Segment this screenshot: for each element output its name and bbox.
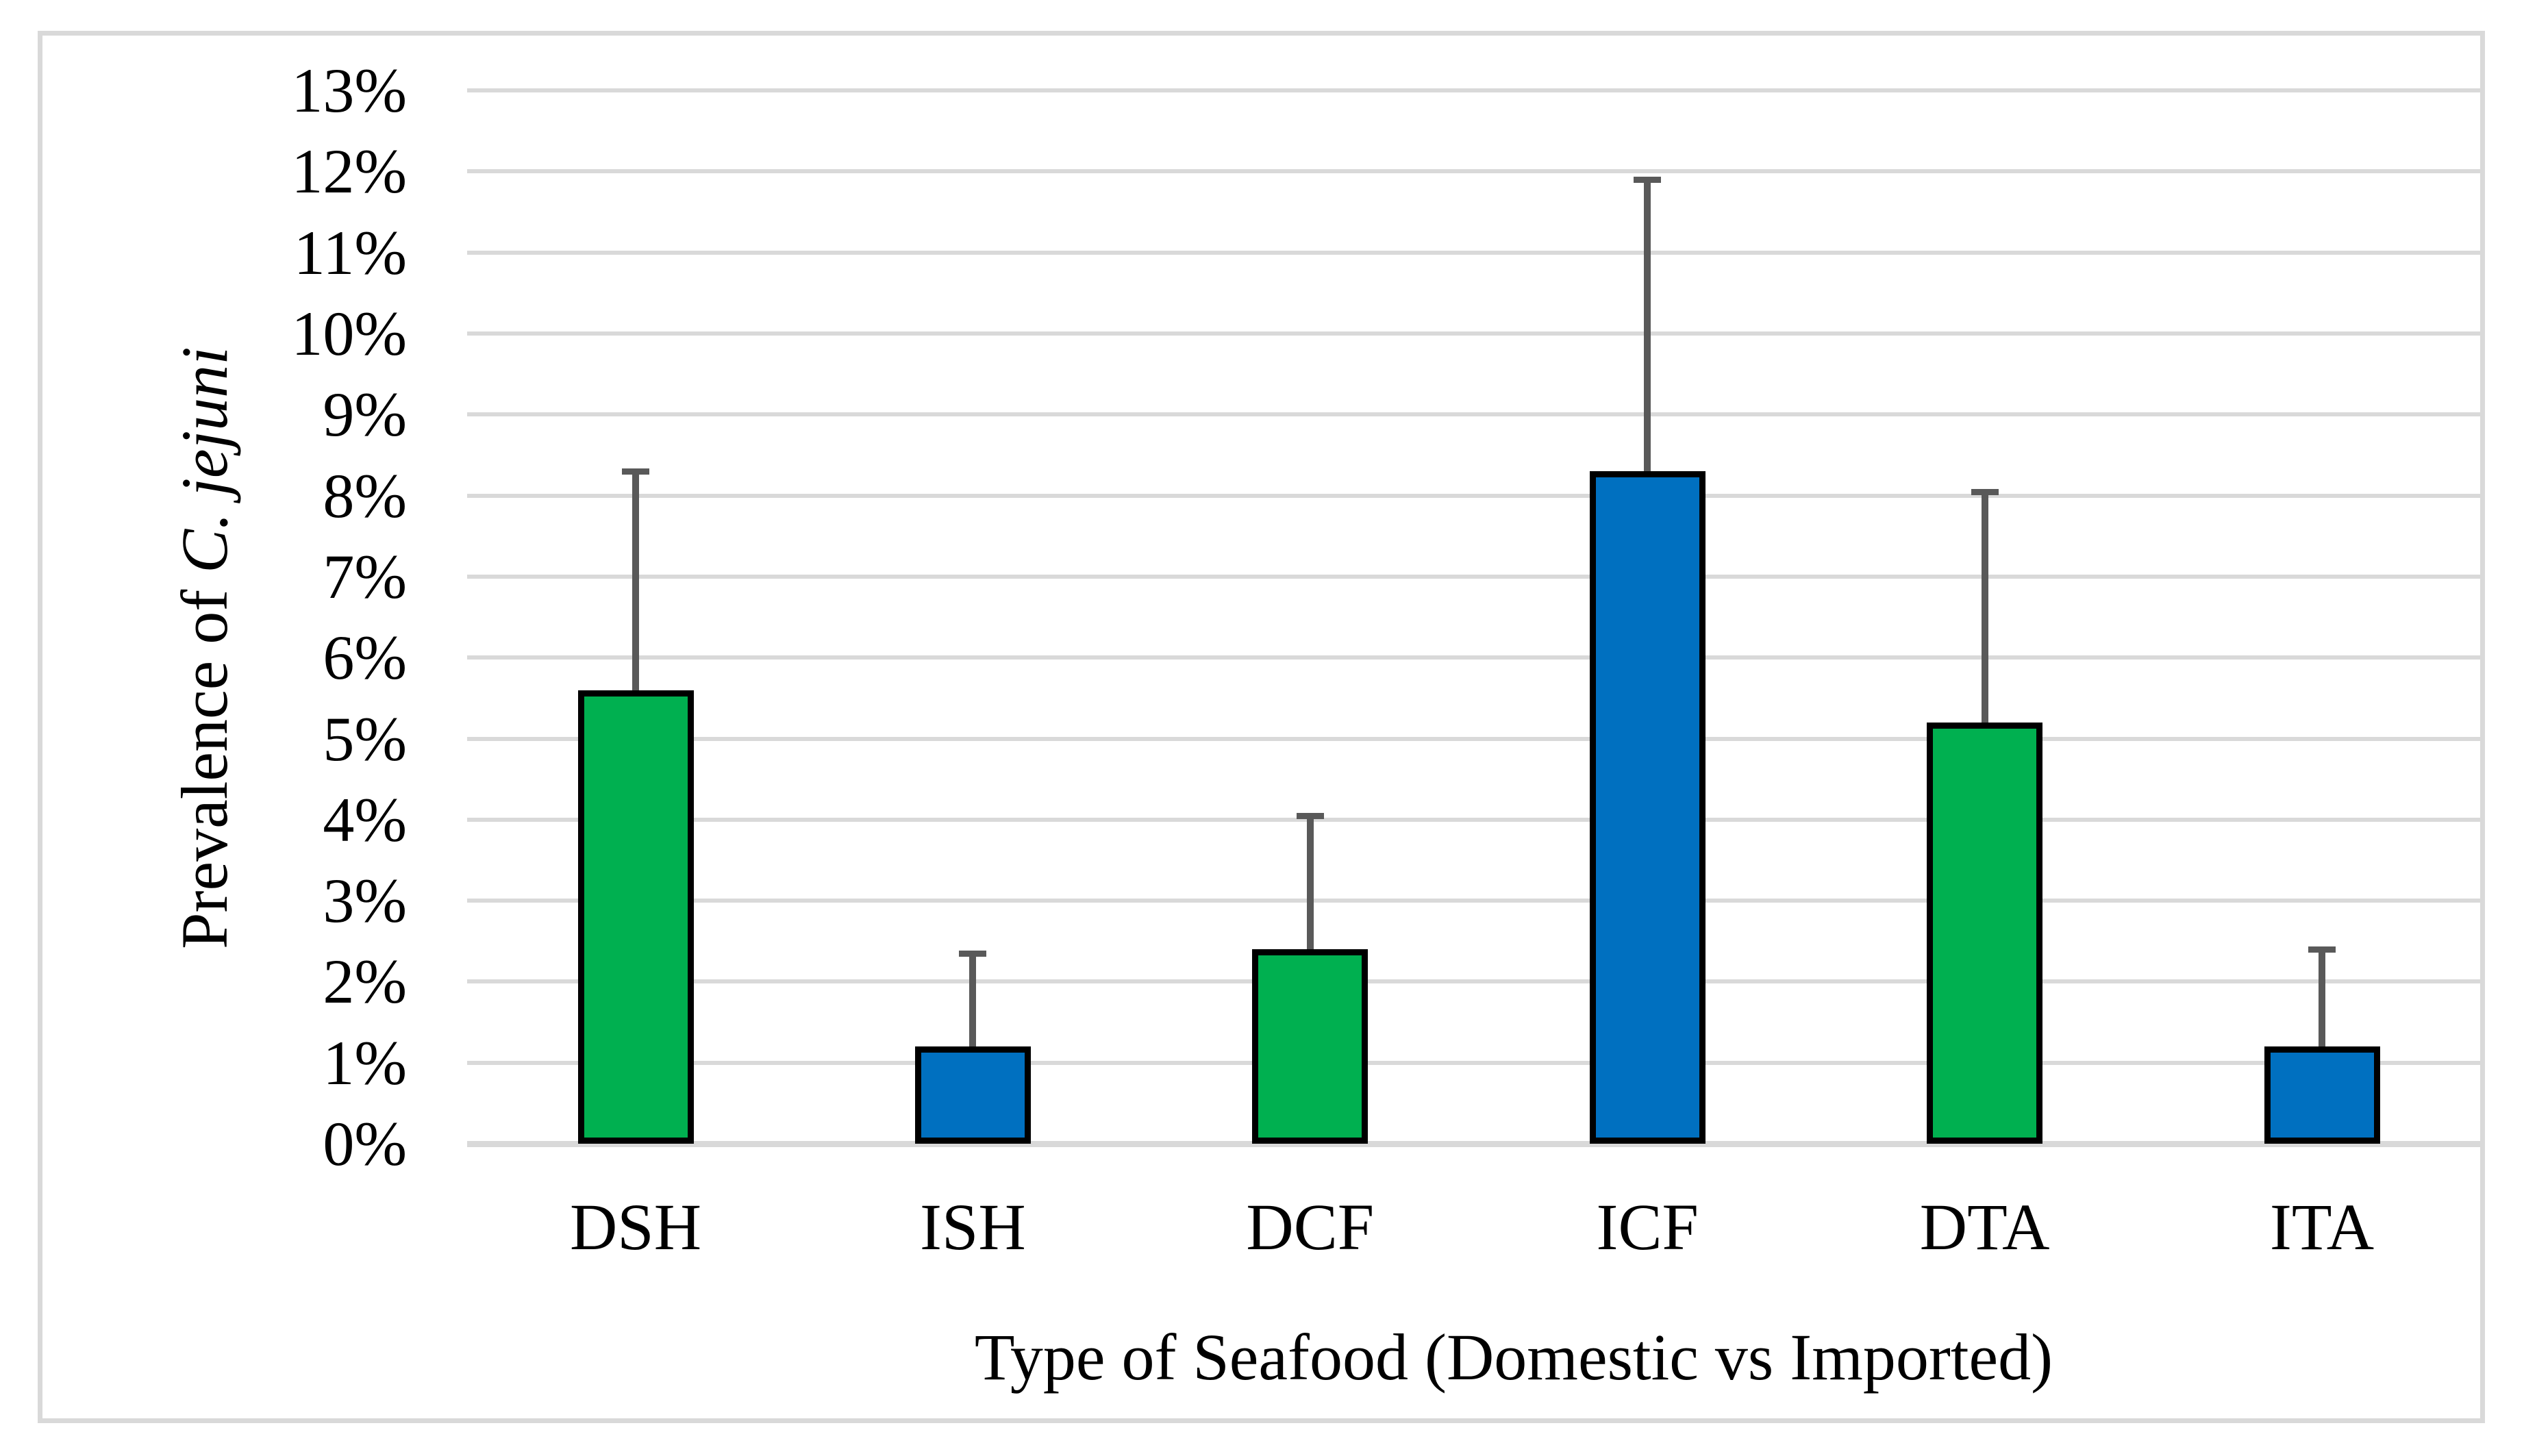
bar-ita [2264, 1046, 2380, 1144]
gridline-4pct [467, 817, 2484, 822]
error-bar-cap-dsh [622, 468, 649, 475]
gridline-2pct [467, 979, 2484, 984]
gridline-5pct [467, 736, 2484, 741]
x-category-label-ita: ITA [2269, 1190, 2375, 1264]
figure-frame: Prevalence of C. jejuni Type of Seafood … [38, 31, 2485, 1423]
error-bar-cap-ita [2308, 946, 2336, 953]
gridline-9pct [467, 412, 2484, 417]
gridline-6pct [467, 655, 2484, 660]
gridline-3pct [467, 899, 2484, 903]
y-tick-label-6pct: 6% [323, 623, 407, 693]
error-bar-stem-dcf [1306, 815, 1314, 950]
gridline-10pct [467, 331, 2484, 336]
y-tick-label-5pct: 5% [323, 703, 407, 774]
y-tick-label-1pct: 1% [323, 1027, 407, 1098]
y-tick-label-13pct: 13% [291, 55, 407, 126]
gridline-7pct [467, 574, 2484, 579]
error-bar-stem-icf [1644, 179, 1651, 472]
y-tick-label-7pct: 7% [323, 541, 407, 612]
y-tick-label-9pct: 9% [323, 379, 407, 450]
y-tick-label-3pct: 3% [323, 866, 407, 936]
bar-dta [1927, 722, 2043, 1144]
x-axis-baseline [467, 1141, 2484, 1147]
error-bar-cap-icf [1634, 177, 1662, 184]
x-axis-title: Type of Seafood (Domestic vs Imported) [974, 1320, 2053, 1394]
gridline-1pct [467, 1060, 2484, 1065]
error-bar-stem-dsh [632, 471, 639, 690]
y-tick-label-12pct: 12% [291, 136, 407, 207]
plot-area [505, 121, 2522, 1175]
error-bar-cap-ish [959, 950, 987, 957]
bar-icf [1589, 471, 1705, 1144]
x-category-label-dcf: DCF [1246, 1190, 1375, 1264]
gridline-13pct [467, 88, 2484, 93]
bar-ish [914, 1046, 1031, 1144]
y-tick-label-4pct: 4% [323, 784, 407, 855]
y-axis-title-italic: C. jejuni [168, 347, 241, 573]
x-category-label-ish: ISH [920, 1190, 1026, 1264]
gridline-8pct [467, 493, 2484, 498]
y-tick-label-0pct: 0% [323, 1109, 407, 1179]
x-category-label-dsh: DSH [569, 1190, 702, 1264]
gridline-12pct [467, 169, 2484, 174]
y-tick-label-11pct: 11% [293, 217, 407, 288]
gridline-11pct [467, 250, 2484, 255]
error-bar-stem-dta [1981, 491, 1988, 723]
error-bar-stem-ish [969, 953, 977, 1047]
bar-dcf [1252, 949, 1369, 1144]
y-tick-label-8pct: 8% [323, 460, 407, 531]
x-category-label-dta: DTA [1919, 1190, 2050, 1264]
error-bar-cap-dta [1971, 488, 1999, 495]
error-bar-stem-ita [2319, 949, 2325, 1047]
bar-dsh [577, 690, 694, 1144]
x-category-label-icf: ICF [1596, 1190, 1699, 1264]
y-tick-label-2pct: 2% [323, 946, 407, 1017]
error-bar-cap-dcf [1296, 812, 1324, 819]
y-tick-label-10pct: 10% [291, 299, 407, 368]
